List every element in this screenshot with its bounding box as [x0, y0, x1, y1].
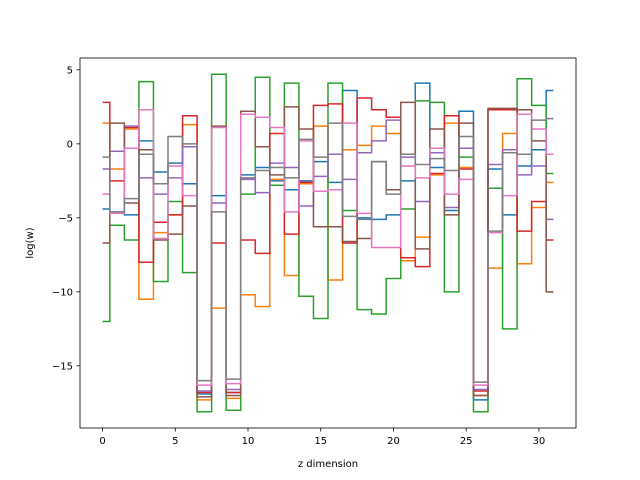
- y-tick-label: 0: [67, 139, 73, 150]
- x-axis-label: z dimension: [298, 459, 358, 470]
- x-tick-label: 15: [314, 436, 327, 447]
- y-axis-label: log(w): [25, 227, 36, 258]
- y-axis-ticks: 5 0 −5 −10 −15: [52, 65, 80, 372]
- x-tick-label: 10: [242, 436, 255, 447]
- series-line-8: [102, 117, 554, 383]
- x-tick-label: 20: [387, 436, 400, 447]
- series-line-3: [102, 73, 554, 413]
- plot-frame: [79, 57, 577, 429]
- y-tick-label: −15: [52, 361, 73, 372]
- series-layer: [102, 73, 554, 413]
- x-tick-label: 5: [172, 436, 178, 447]
- x-tick-label: 25: [460, 436, 473, 447]
- y-tick-label: −10: [52, 287, 73, 298]
- y-tick-label: 5: [67, 65, 73, 76]
- x-tick-label: 30: [533, 436, 546, 447]
- x-tick-label: 0: [99, 436, 105, 447]
- series-line-7: [102, 109, 554, 386]
- series-line-5: [102, 119, 554, 392]
- x-axis-ticks: 0 5 10 15 20 25 30: [99, 428, 545, 447]
- y-tick-label: −5: [58, 213, 73, 224]
